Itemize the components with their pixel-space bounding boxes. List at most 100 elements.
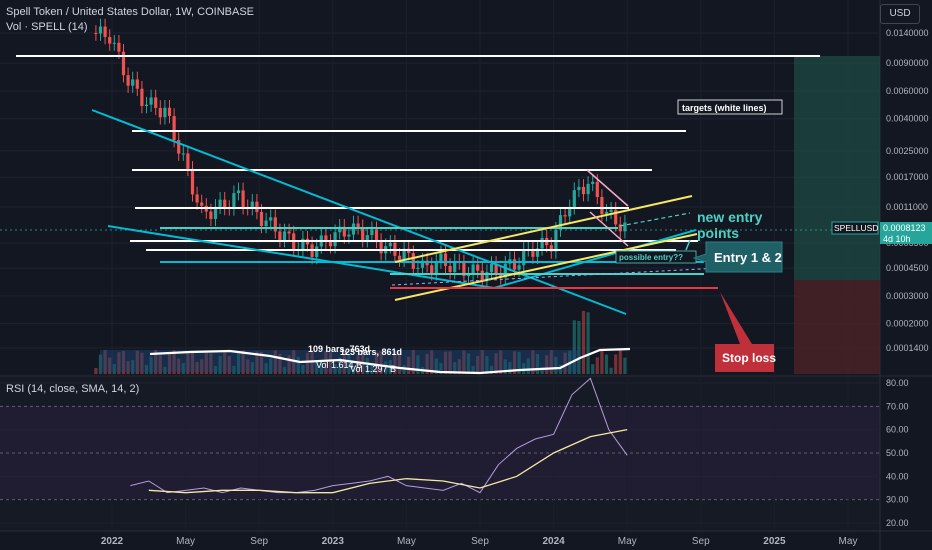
vol-label-1: Vol 1.614 B: [316, 360, 362, 370]
price-tag-countdown: 4d 10h: [883, 234, 911, 244]
volume-bar: [526, 358, 530, 374]
volume-bar: [508, 361, 512, 374]
candle-body: [430, 265, 434, 274]
candle-body: [623, 222, 627, 232]
candle-body: [443, 253, 448, 266]
volume-bar: [549, 350, 553, 374]
volume-bar: [558, 364, 563, 374]
candle-body: [558, 215, 563, 230]
time-tick-label: Sep: [250, 536, 268, 547]
entry-lines: [160, 227, 704, 275]
candle-body: [416, 267, 420, 269]
candle-body: [581, 186, 586, 195]
candle-body: [269, 217, 273, 221]
volume-bar: [577, 320, 581, 374]
rsi-tick-label: 80.00: [886, 378, 909, 388]
volume-bar: [301, 364, 305, 374]
candle-body: [499, 273, 503, 278]
price-axis: 0.0140000 0.0090000 0.0060000 0.0040000 0.00…: [886, 28, 929, 353]
rsi-tick-label: 60.00: [886, 425, 909, 435]
volume-bar: [416, 355, 420, 374]
stop-loss-callout: [715, 292, 774, 372]
trend-lines: [91, 109, 704, 315]
volume-bar: [131, 360, 135, 374]
volume-bar: [232, 365, 236, 374]
volume-bar: [342, 350, 346, 374]
candle-body: [604, 211, 609, 215]
volume-bar: [292, 350, 296, 374]
volume-bar: [581, 310, 586, 374]
volume-bar: [181, 362, 185, 374]
rsi-tick-label: 30.00: [886, 495, 909, 505]
volume-legend: Vol · SPELL (14): [6, 21, 88, 33]
new-entry-label-1: new entry: [697, 209, 763, 225]
candle-body: [154, 97, 158, 108]
candle-body: [200, 202, 204, 206]
volume-bar: [365, 357, 369, 374]
volume-bar: [108, 357, 112, 374]
volume-bar: [163, 366, 167, 374]
volume-bar: [103, 350, 107, 374]
volume-bar: [112, 363, 116, 374]
volume-bar: [407, 356, 411, 374]
candle-body: [342, 226, 346, 237]
entry-label: Entry 1 & 2: [714, 250, 782, 265]
candle-body: [140, 88, 144, 107]
volume-bar: [250, 362, 254, 374]
candle-body: [112, 42, 116, 44]
candle-body: [549, 245, 553, 252]
candle-body: [568, 207, 572, 217]
candle-body: [609, 209, 613, 212]
candle-body: [535, 248, 540, 257]
candle-body: [98, 26, 103, 34]
candle-body: [453, 261, 457, 273]
time-tick-label: 2022: [101, 536, 124, 547]
volume-bar: [338, 357, 342, 374]
candle-body: [172, 116, 176, 141]
candle-body: [131, 79, 135, 86]
symbol-legend: Spell Token / United States Dollar, 1W, …: [6, 6, 255, 18]
candle-body: [466, 274, 471, 277]
candle-body: [287, 231, 291, 234]
volume-bar: [195, 362, 199, 374]
volume-bar: [563, 352, 567, 374]
candle-body: [374, 229, 379, 242]
candle-body: [365, 235, 369, 241]
volume-bar: [282, 367, 287, 374]
candle-body: [108, 36, 112, 44]
vol-label-2: Vol 1.297 B: [350, 364, 396, 374]
price-tick-label: 0.0003000: [886, 291, 929, 301]
candle-body: [259, 211, 264, 227]
volume-bar: [512, 351, 517, 374]
volume-bar: [425, 353, 429, 374]
wedge-lines: [586, 169, 629, 247]
candle-body: [324, 235, 328, 243]
price-tag: [880, 222, 932, 244]
candle-body: [522, 249, 526, 266]
price-tick-label: 0.0017000: [886, 172, 929, 182]
price-tag-value: 0.0008123: [883, 223, 926, 233]
candle-body: [181, 153, 185, 155]
candle-body: [315, 246, 319, 257]
new-entry-pointer: [685, 239, 691, 251]
volume-bar: [121, 351, 126, 374]
volume-bar: [264, 363, 268, 374]
volume-bar: [453, 362, 457, 374]
targets-label: targets (white lines): [682, 103, 767, 113]
volume-bar: [149, 356, 153, 374]
symbol-tag: [831, 221, 879, 235]
volume-bar: [397, 352, 402, 374]
volume-bar: [319, 361, 323, 374]
candle-body: [471, 264, 475, 275]
candle-body: [512, 259, 517, 270]
volume-bar: [315, 360, 319, 374]
time-tick-label: May: [839, 536, 858, 547]
candle-body: [273, 217, 277, 232]
volume-bar: [347, 354, 351, 374]
currency-button[interactable]: USD: [880, 4, 920, 24]
volume-bar: [540, 367, 544, 374]
candle-body: [278, 231, 282, 241]
range-label-2: 123 bars, 861d: [340, 347, 402, 357]
volume-bar: [200, 359, 204, 374]
candle-body: [186, 153, 190, 169]
